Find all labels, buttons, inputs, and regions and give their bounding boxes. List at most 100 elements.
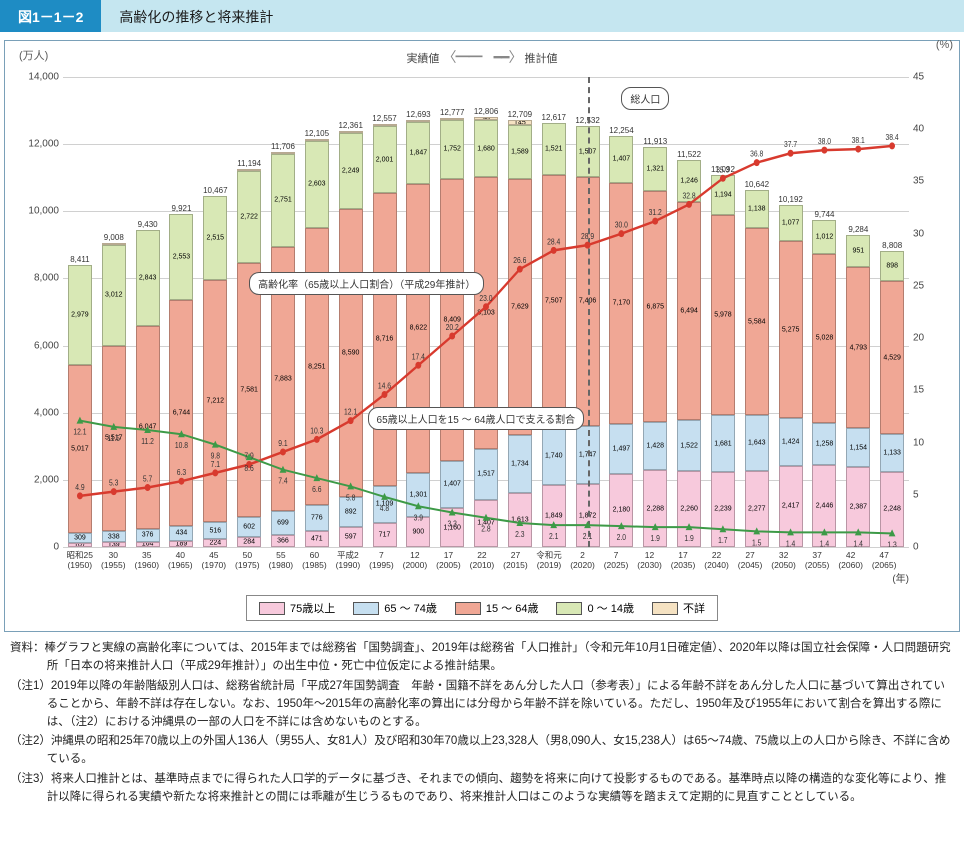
legend-swatch — [259, 602, 285, 615]
y-right-tick: 15 — [909, 385, 924, 396]
bar-segment: 2,387 — [846, 467, 870, 547]
legend-label: 0 ～ 14歳 — [587, 600, 633, 616]
bar-stack: 1,6131,7347,6291,58914512,709 — [508, 120, 532, 547]
bar-stack: 1643766,0472,8439,430 — [136, 230, 160, 547]
bar-segment: 2,446 — [812, 465, 836, 547]
bar-segment: 1,734 — [508, 435, 532, 493]
bar-segment: 892 — [339, 497, 363, 527]
bar-segment: 6,875 — [643, 191, 667, 422]
note-3: （注3）将来人口推計とは、基準時点までに得られた人口学的データに基づき、それまで… — [10, 771, 954, 807]
x-tick-label: 60(1985) — [298, 550, 332, 570]
bar-segment: 4,529 — [880, 281, 904, 433]
bar-total-label: 12,254 — [609, 126, 633, 136]
legend-item: 不詳 — [652, 600, 705, 616]
bar-segment: 1,301 — [406, 473, 430, 517]
footnotes: 資料：棒グラフと実線の高齢化率については、2015年までは総務省「国勢調査」、2… — [10, 640, 954, 806]
legend-swatch — [652, 602, 678, 615]
legend-item: 15 ～ 64歳 — [455, 600, 539, 616]
bar-segment: 3,012 — [102, 245, 126, 346]
bar-total-label: 12,361 — [338, 121, 362, 131]
x-tick-label: 35(1960) — [130, 550, 164, 570]
arrow-left-icon: 〈━━ — [443, 49, 482, 65]
note-1: （注1）2019年以降の年齢階級別人口は、総務省統計局「平成27年国勢調査 年齢… — [10, 678, 954, 731]
callout-aging-rate: 高齢化率（65歳以上人口割合）（平成29年推計） — [249, 272, 484, 295]
bar-segment: 699 — [271, 511, 295, 534]
bar-total-label: 12,105 — [305, 129, 329, 139]
callout-total-population: 総人口 — [621, 87, 669, 110]
bar-segment: 8,251 — [305, 228, 329, 505]
bar-stack: 2,2601,5226,4941,24611,522 — [677, 160, 701, 547]
x-tick-label: 22(2040) — [700, 550, 734, 570]
bar-segment: 2,603 — [305, 141, 329, 228]
bar-stack: 1894346,7442,5539,921 — [169, 214, 193, 547]
bar-total-label: 9,921 — [171, 204, 191, 214]
legend-item: 0 ～ 14歳 — [556, 600, 633, 616]
bar-stack: 2,2881,4286,8751,32111,913 — [643, 147, 667, 547]
x-tick-label: 12(2030) — [633, 550, 667, 570]
bar-total-label: 10,467 — [203, 186, 227, 196]
bar-segment: 2,277 — [745, 471, 769, 547]
y-right-tick: 20 — [909, 333, 924, 344]
y-left-tick: 10,000 — [28, 206, 63, 217]
bar-segment: 4 — [305, 139, 329, 141]
bar-segment: 7 — [271, 152, 295, 154]
bar-total-label: 10,642 — [745, 180, 769, 190]
bar-segment: 107 — [68, 543, 92, 547]
bar-segment: 951 — [846, 235, 870, 267]
legend-label: 15 ～ 64歳 — [486, 600, 539, 616]
bar-segment: 597 — [339, 527, 363, 547]
actual-projected-divider — [588, 77, 590, 547]
x-tick-label: 27(2045) — [733, 550, 767, 570]
bar-segment: 2,260 — [677, 471, 701, 547]
bar-segment: 7,212 — [203, 280, 227, 522]
bar-total-label: 12,693 — [406, 110, 430, 120]
bar-segment: 471 — [305, 531, 329, 547]
bar-segment: 5,584 — [745, 228, 769, 415]
bar-segment: 5,517 — [102, 346, 126, 531]
y-right-tick: 10 — [909, 437, 924, 448]
y-left-tick: 14,000 — [28, 72, 63, 83]
bar-stack: 2,2481,1334,5298988,808 — [880, 251, 904, 547]
figure-header: 図1－1－2 高齢化の推移と将来推計 — [0, 0, 964, 32]
bar-segment: 23 — [406, 120, 430, 122]
bar-segment: 2,288 — [643, 470, 667, 547]
bar-segment: 1,407 — [440, 461, 464, 508]
bar-segment: 2,180 — [609, 474, 633, 547]
bar-segment: 98 — [474, 117, 498, 120]
bar-segment: 5,275 — [779, 241, 803, 418]
legend-label: 65 ～ 74歳 — [384, 600, 437, 616]
bar-segment: 1,740 — [542, 427, 566, 485]
bar-segment: 13 — [373, 124, 397, 126]
bar-stack: 2,1801,4977,1701,40712,254 — [609, 136, 633, 547]
bar-stack: 5978928,5902,2493312,361 — [339, 131, 363, 547]
bar-stack: 2,3871,1544,7939519,284 — [846, 235, 870, 547]
bar-segment: 1,077 — [779, 205, 803, 241]
y-right-tick: 0 — [909, 542, 919, 553]
bar-stack: 2245167,2122,51510,467 — [203, 196, 227, 547]
bar-total-label: 12,806 — [474, 107, 498, 117]
chart-frame: 実績値 〈━━ ━━〉 推計値 (万人) (%) 02,0004,0006,00… — [4, 40, 960, 632]
bar-segment: 717 — [373, 523, 397, 547]
bar-segment: 6,744 — [169, 300, 193, 526]
legend-label: 75歳以上 — [290, 600, 335, 616]
bar-segment: 1,517 — [474, 449, 498, 500]
bar-total-label: 9,008 — [104, 233, 124, 243]
bar-segment: 2,515 — [203, 196, 227, 280]
bar-total-label: 9,744 — [814, 210, 834, 220]
x-tick-label: 32(2050) — [767, 550, 801, 570]
right-axis-unit: (%) — [936, 39, 953, 51]
bar-segment: 1,012 — [812, 220, 836, 254]
bar-segment: 1,321 — [643, 147, 667, 191]
bar-segment: 6,494 — [677, 202, 701, 420]
bar-stack: 1,1601,4078,4091,7524812,777 — [440, 118, 464, 547]
bar-total-label: 8,411 — [70, 255, 89, 265]
y-right-tick: 40 — [909, 124, 924, 135]
bar-segment: 1,643 — [745, 415, 769, 470]
bar-segment: 164 — [136, 542, 160, 548]
y-left-tick: 0 — [53, 542, 63, 553]
bar-segment: 48 — [440, 118, 464, 120]
bar-total-label: 12,777 — [440, 108, 464, 118]
bar-segment: 1,428 — [643, 422, 667, 470]
bar-stack: 2,2391,6815,9781,19411,092 — [711, 175, 735, 547]
bar-segment: 189 — [169, 541, 193, 547]
